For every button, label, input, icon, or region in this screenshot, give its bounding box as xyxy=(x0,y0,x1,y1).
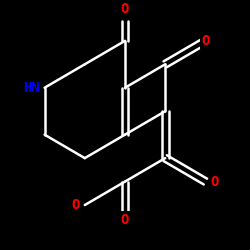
Text: O: O xyxy=(72,198,80,212)
Text: HN: HN xyxy=(23,81,40,95)
Text: O: O xyxy=(121,2,129,16)
Text: O: O xyxy=(210,174,219,188)
Text: O: O xyxy=(121,213,129,227)
Text: O: O xyxy=(201,34,209,48)
